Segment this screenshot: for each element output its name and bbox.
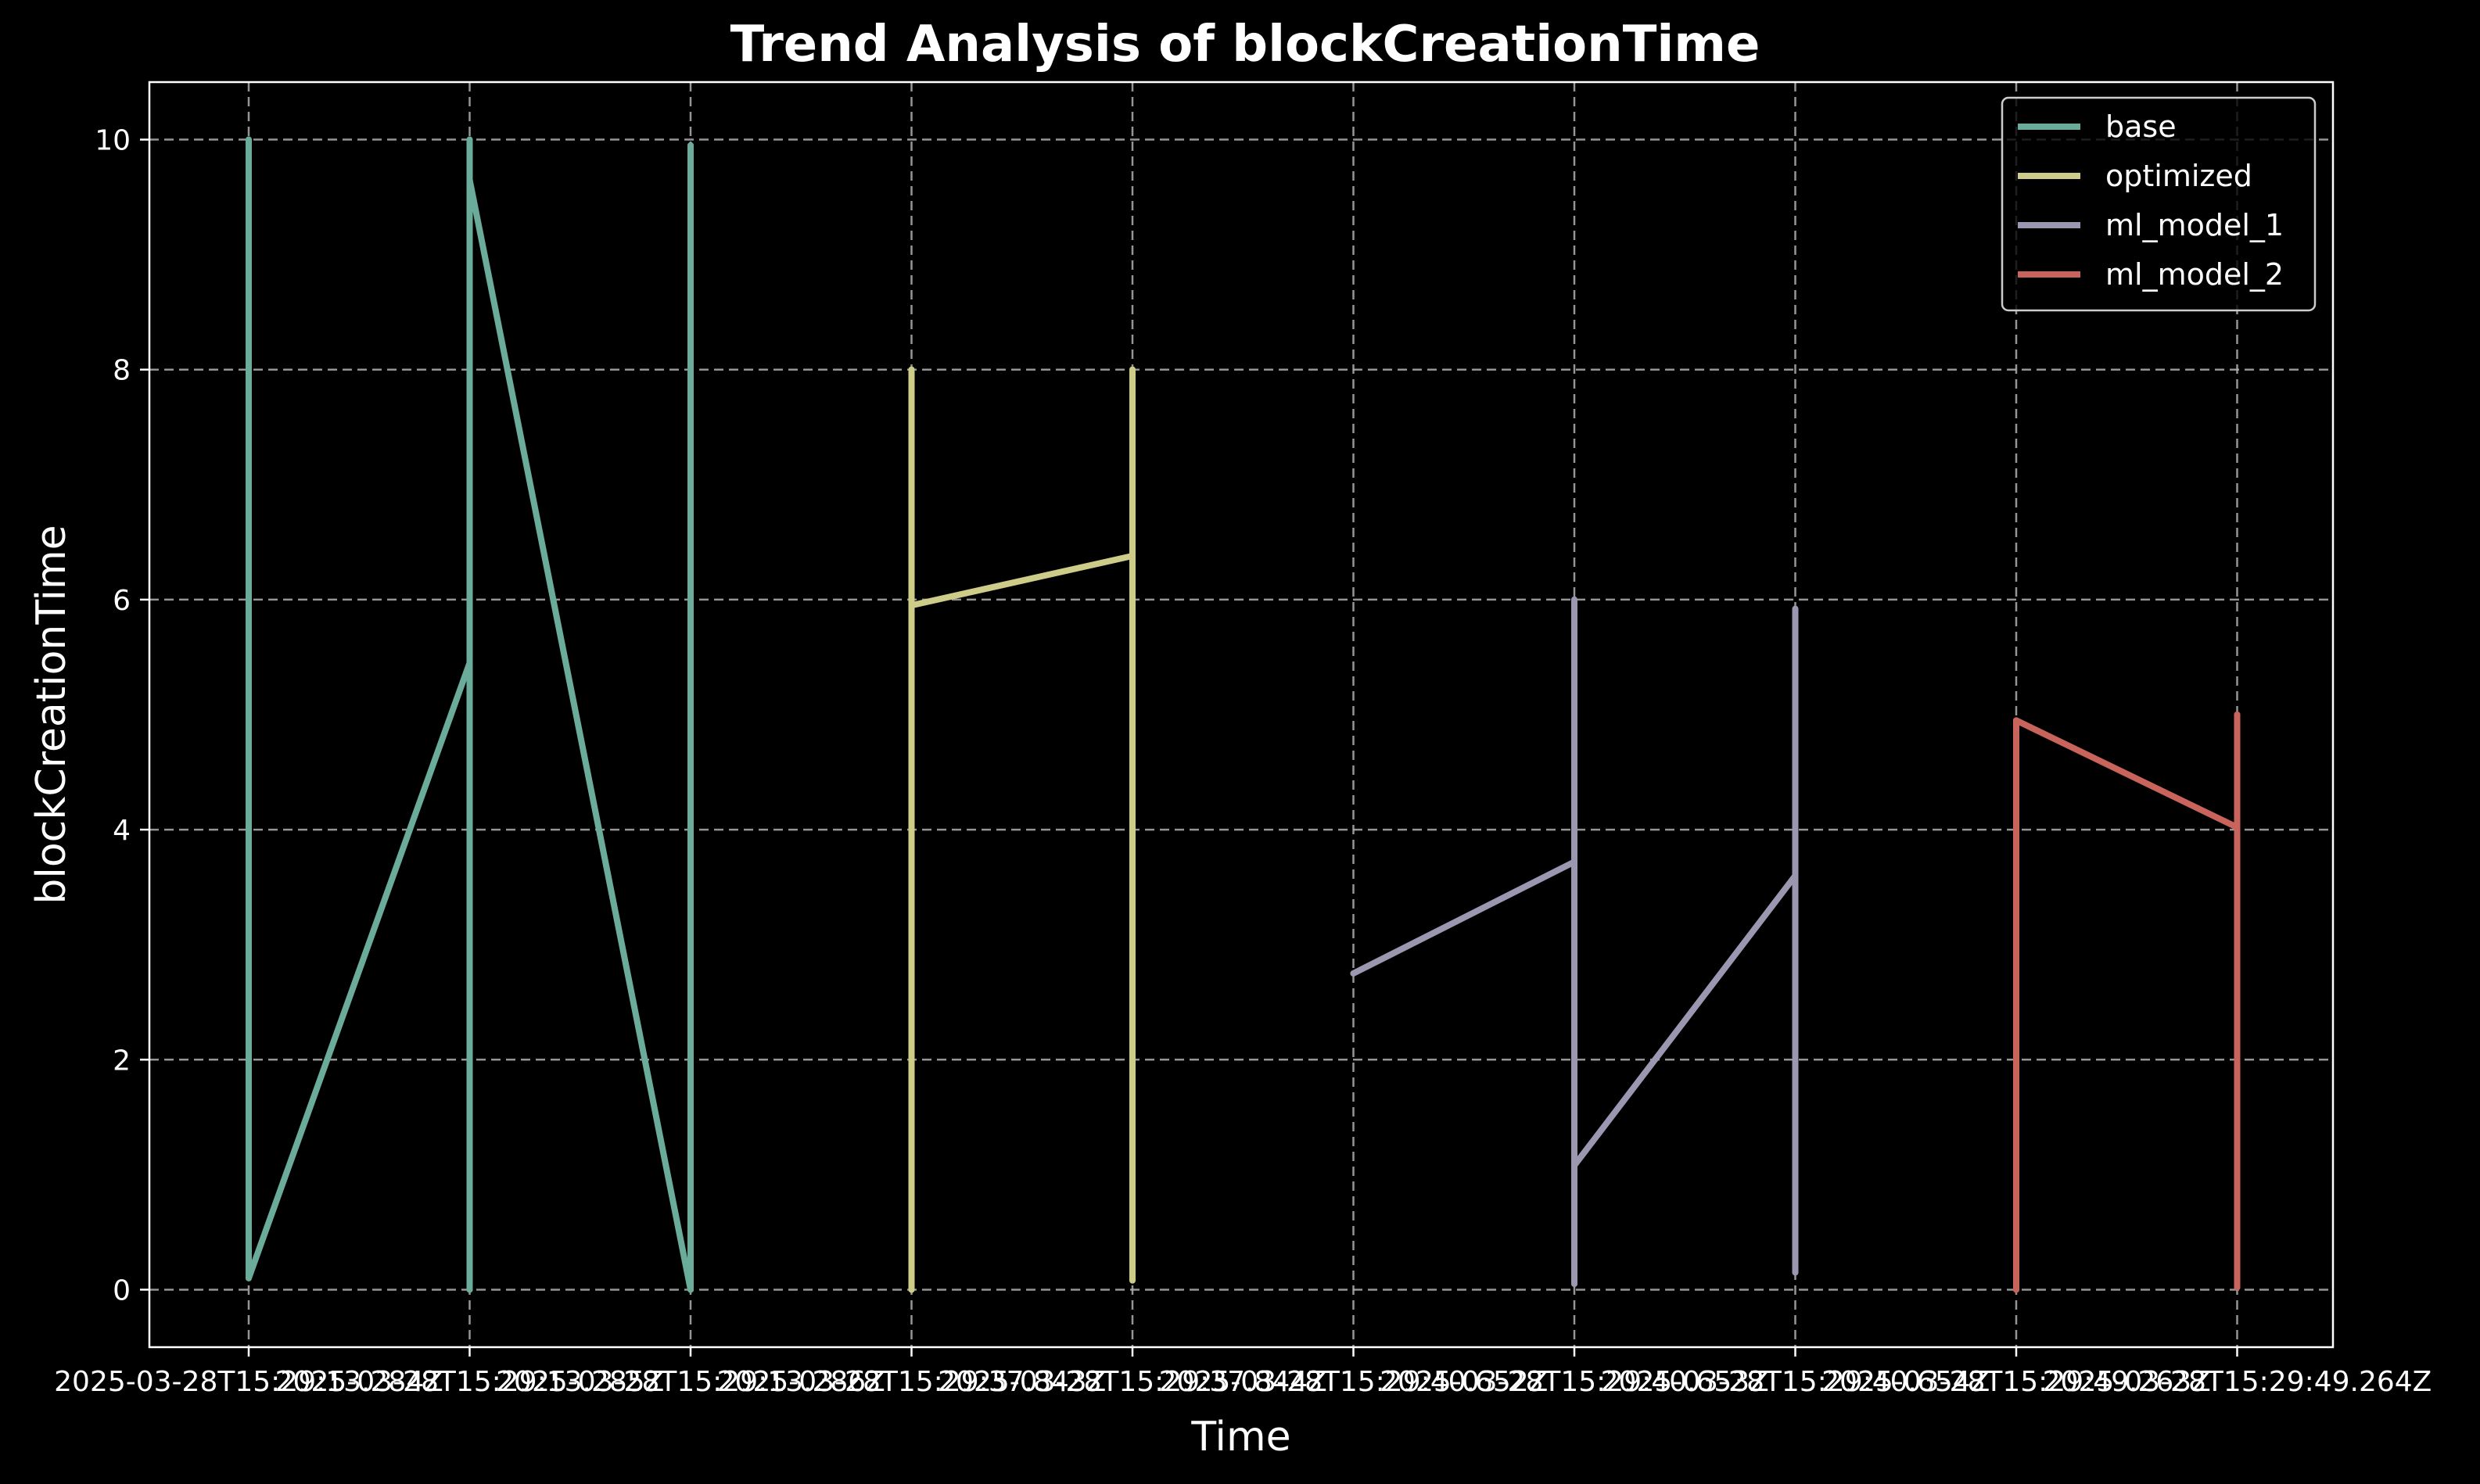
data-point	[1571, 1281, 1577, 1288]
data-point	[466, 177, 473, 184]
legend-label: ml_model_2	[2105, 257, 2284, 292]
y-tick-label: 0	[113, 1274, 131, 1307]
y-tick-label: 10	[95, 125, 131, 157]
x-tick-label: 2025-03-28T15:29:49.263Z	[1821, 1366, 2211, 1398]
series-ml_model_2	[2013, 712, 2241, 1293]
data-point	[466, 136, 473, 143]
data-point	[246, 136, 252, 143]
data-point	[1129, 1277, 1136, 1284]
data-point	[908, 602, 915, 609]
series-base	[246, 136, 694, 1293]
data-point	[2013, 1286, 2019, 1293]
data-point	[687, 142, 694, 149]
data-point	[908, 1286, 915, 1293]
legend: base optimized ml_model_1 ml_model_2	[2001, 96, 2317, 312]
data-point	[2234, 712, 2241, 718]
x-tick-label: 2025-03-28T15:29:40.654Z	[1601, 1366, 1990, 1398]
x-tick-label: 2025-03-28T15:29:40.652Z	[1159, 1366, 1549, 1398]
data-point	[2013, 717, 2019, 724]
x-tick-label: 2025-03-28T15:29:49.264Z	[2043, 1366, 2432, 1398]
data-point	[1350, 970, 1357, 977]
x-tick-labels: 2025-03-28T15:29:13.284Z2025-03-28T15:29…	[54, 1347, 2432, 1398]
y-axis-label: blockCreationTime	[28, 525, 75, 904]
data-point	[908, 366, 915, 373]
plot-area-frame	[148, 81, 2335, 1349]
series-line	[908, 366, 1136, 1293]
y-tick-label: 2	[113, 1045, 131, 1077]
x-axis-label: Time	[1190, 1414, 1290, 1461]
data-point	[466, 659, 473, 666]
data-point	[1571, 596, 1577, 603]
series-optimized	[908, 366, 1136, 1293]
data-point	[1571, 1162, 1577, 1169]
x-tick-label: 2025-03-28T15:29:13.285Z	[275, 1366, 665, 1398]
y-tick-label: 8	[113, 355, 131, 387]
data-point	[2234, 1284, 2241, 1291]
series-line	[246, 136, 694, 1293]
x-tick-label: 2025-03-28T15:29:40.653Z	[1380, 1366, 1769, 1398]
data-point	[1129, 553, 1136, 560]
legend-label: ml_model_1	[2105, 208, 2284, 242]
series-line	[1350, 596, 1799, 1288]
legend-box	[2001, 96, 2317, 312]
y-tick-label: 6	[113, 585, 131, 617]
x-tick-label: 2025-03-28T15:29:37.843Z	[717, 1366, 1107, 1398]
data-point	[687, 1286, 694, 1293]
data-point	[2234, 824, 2241, 831]
x-tick-label: 2025-03-28T15:29:13.286Z	[496, 1366, 885, 1398]
y-tick-label: 4	[113, 815, 131, 847]
chart-title: Trend Analysis of blockCreationTime	[730, 16, 1760, 73]
data-point	[1792, 872, 1799, 879]
x-tick-label: 2025-03-28T15:29:37.844Z	[938, 1366, 1327, 1398]
data-point	[1792, 605, 1799, 612]
legend-label: optimized	[2105, 159, 2252, 193]
legend-label: base	[2105, 109, 2177, 144]
data-point	[246, 1274, 252, 1281]
data-point	[466, 1286, 473, 1293]
data-point	[1792, 1269, 1799, 1276]
series-ml_model_1	[1350, 596, 1799, 1288]
series-lines	[246, 136, 2241, 1293]
data-point	[1571, 858, 1577, 866]
y-tick-labels: 0 2 4 6 8 10	[95, 125, 149, 1307]
data-point	[1129, 366, 1136, 373]
x-tick-label: 2025-03-28T15:29:13.284Z	[54, 1366, 443, 1398]
